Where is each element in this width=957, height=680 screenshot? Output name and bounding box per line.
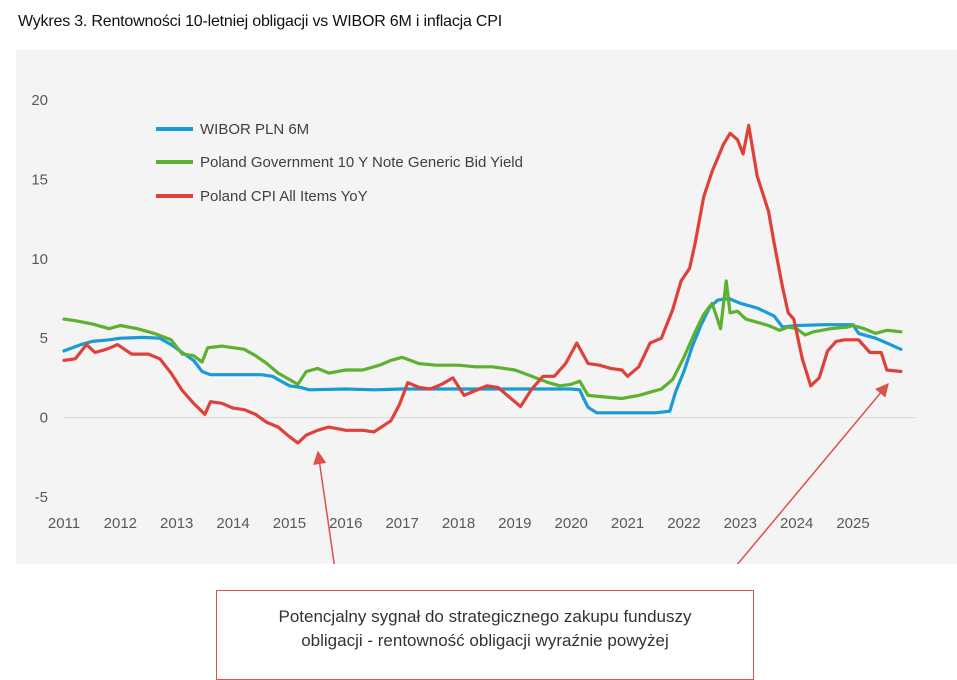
x-tick-label: 2017 (385, 515, 418, 532)
y-tick-label: 20 (31, 92, 48, 109)
y-tick-label: -5 (35, 489, 48, 506)
x-tick-label: 2015 (273, 515, 306, 532)
chart-caption: Wykres 3. Rentowności 10-letniej obligac… (18, 13, 503, 30)
arrow-to-2015-low (313, 450, 335, 564)
legend-label-3: Poland CPI All Items YoY (200, 188, 368, 205)
legend-label-2: Poland Government 10 Y Note Generic Bid … (200, 154, 523, 171)
chart-legend: WIBOR PLN 6M Poland Government 10 Y Note … (156, 121, 523, 205)
chart-panel: 20 15 10 5 0 -5 2011 2012 2013 2014 2015 2016 2017 2… (16, 50, 957, 564)
series-line-3 (62, 123, 903, 445)
series-lines (62, 123, 903, 445)
x-tick-label: 2016 (329, 515, 362, 532)
annotation-arrows (313, 382, 889, 564)
x-tick-label: 2013 (160, 515, 193, 532)
x-tick-label: 2024 (780, 515, 813, 532)
x-tick-label: 2019 (498, 515, 531, 532)
x-tick-label: 2023 (724, 515, 757, 532)
y-tick-label: 15 (31, 171, 48, 188)
annotation-line-2: obligacji - rentowność obligacji wyraźni… (301, 631, 669, 650)
series-line-2 (62, 279, 903, 401)
x-tick-label: 2014 (216, 515, 249, 532)
x-axis-ticks: 2011 2012 2013 2014 2015 2016 2017 2018 2019 2020… (48, 515, 870, 532)
annotation-box: Potencjalny sygnał do strategicznego zak… (216, 590, 754, 680)
x-tick-label: 2012 (104, 515, 137, 532)
y-tick-label: 10 (31, 251, 48, 268)
x-tick-label: 2022 (667, 515, 700, 532)
y-tick-label: 0 (40, 410, 48, 427)
x-tick-label: 2020 (555, 515, 588, 532)
x-tick-label: 2021 (611, 515, 644, 532)
y-tick-label: 5 (40, 330, 48, 347)
arrow-to-2025 (736, 382, 889, 564)
annotation-line-1: Potencjalny sygnał do strategicznego zak… (278, 607, 692, 626)
y-axis-ticks: 20 15 10 5 0 -5 (31, 92, 48, 506)
x-tick-label: 2011 (48, 515, 80, 532)
x-tick-label: 2025 (836, 515, 869, 532)
legend-label-1: WIBOR PLN 6M (200, 121, 309, 138)
x-tick-label: 2018 (442, 515, 475, 532)
